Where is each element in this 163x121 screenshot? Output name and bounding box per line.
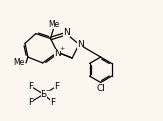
- Text: F: F: [54, 82, 59, 91]
- Text: B: B: [41, 90, 47, 99]
- Text: −: −: [45, 88, 50, 93]
- Text: N: N: [63, 28, 70, 37]
- Text: Cl: Cl: [96, 84, 105, 93]
- Text: F: F: [28, 98, 33, 106]
- Text: Me: Me: [48, 20, 59, 29]
- Text: F: F: [28, 82, 33, 91]
- Text: +: +: [60, 46, 65, 51]
- Text: Me: Me: [14, 58, 25, 67]
- Text: N: N: [54, 49, 61, 58]
- Text: N: N: [77, 40, 83, 49]
- Text: F: F: [50, 98, 55, 106]
